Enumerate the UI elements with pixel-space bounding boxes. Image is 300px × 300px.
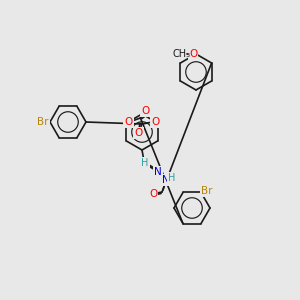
Text: H: H: [168, 173, 176, 183]
Text: H: H: [141, 158, 149, 168]
Text: Br: Br: [37, 117, 49, 127]
Text: O: O: [134, 128, 143, 138]
Text: O: O: [149, 189, 157, 199]
Text: N: N: [162, 175, 170, 185]
Text: CH₃: CH₃: [173, 49, 191, 59]
Text: O: O: [124, 117, 133, 127]
Text: O: O: [152, 117, 160, 127]
Text: O: O: [189, 49, 197, 59]
Text: O: O: [141, 106, 149, 116]
Text: Br: Br: [201, 186, 213, 197]
Text: N: N: [154, 167, 162, 177]
